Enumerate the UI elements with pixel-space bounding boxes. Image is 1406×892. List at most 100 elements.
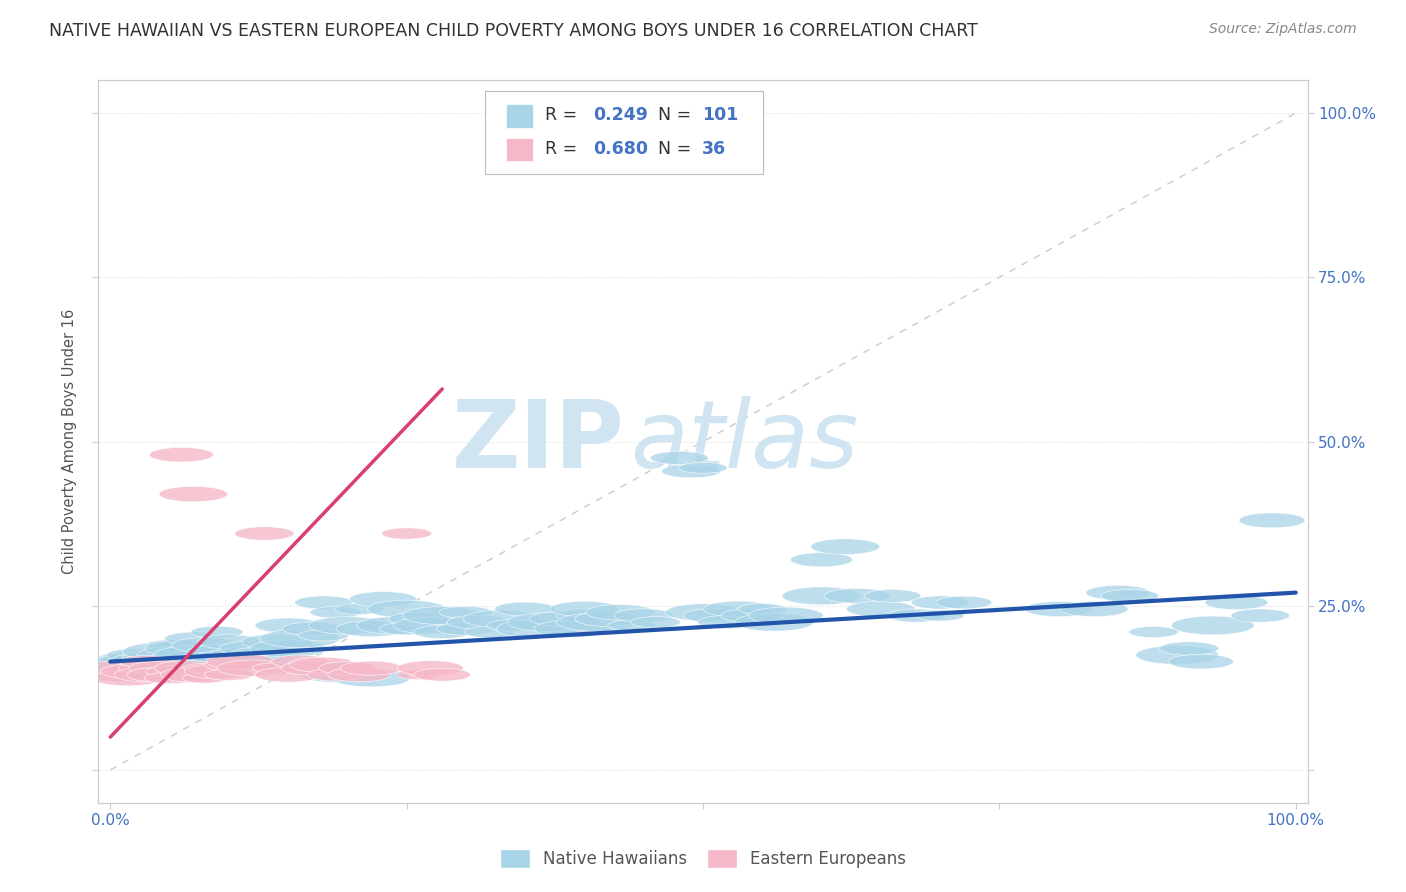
Ellipse shape: [738, 604, 786, 615]
Ellipse shape: [440, 607, 492, 618]
Ellipse shape: [575, 611, 641, 626]
Ellipse shape: [118, 662, 173, 674]
Ellipse shape: [254, 667, 321, 682]
Ellipse shape: [136, 651, 202, 665]
Ellipse shape: [824, 589, 890, 603]
Ellipse shape: [1136, 646, 1219, 665]
Ellipse shape: [114, 667, 177, 681]
Ellipse shape: [87, 660, 157, 676]
Ellipse shape: [145, 673, 194, 683]
Ellipse shape: [496, 620, 578, 638]
Ellipse shape: [159, 486, 228, 502]
Ellipse shape: [254, 618, 321, 633]
Ellipse shape: [917, 610, 965, 621]
Ellipse shape: [367, 600, 446, 618]
Ellipse shape: [146, 640, 193, 650]
Ellipse shape: [250, 640, 326, 657]
Ellipse shape: [1160, 641, 1219, 655]
Ellipse shape: [100, 664, 167, 679]
Ellipse shape: [132, 659, 183, 671]
Ellipse shape: [336, 621, 406, 637]
Ellipse shape: [534, 620, 612, 638]
Text: 101: 101: [702, 106, 738, 124]
Ellipse shape: [153, 646, 233, 665]
Ellipse shape: [107, 657, 173, 673]
Ellipse shape: [298, 630, 349, 641]
Ellipse shape: [486, 620, 540, 632]
Text: R =: R =: [544, 139, 582, 158]
Ellipse shape: [204, 659, 253, 671]
Ellipse shape: [122, 642, 204, 661]
Ellipse shape: [1129, 626, 1178, 638]
Ellipse shape: [160, 667, 226, 682]
Ellipse shape: [335, 604, 384, 615]
Ellipse shape: [911, 596, 969, 609]
Ellipse shape: [529, 612, 592, 626]
Ellipse shape: [356, 616, 433, 634]
Ellipse shape: [204, 669, 253, 681]
Y-axis label: Child Poverty Among Boys Under 16: Child Poverty Among Boys Under 16: [62, 309, 77, 574]
Ellipse shape: [697, 615, 756, 629]
Ellipse shape: [865, 590, 921, 602]
Ellipse shape: [846, 601, 915, 617]
Ellipse shape: [394, 617, 468, 634]
Ellipse shape: [662, 465, 721, 478]
Ellipse shape: [1025, 601, 1092, 616]
Ellipse shape: [495, 602, 555, 616]
Ellipse shape: [129, 662, 187, 674]
Ellipse shape: [146, 657, 217, 673]
Ellipse shape: [309, 607, 361, 618]
Legend: Native Hawaiians, Eastern Europeans: Native Hawaiians, Eastern Europeans: [494, 842, 912, 875]
Ellipse shape: [169, 653, 242, 670]
Ellipse shape: [1239, 513, 1305, 528]
Ellipse shape: [381, 528, 432, 539]
Ellipse shape: [138, 647, 214, 664]
Ellipse shape: [1168, 654, 1233, 669]
Ellipse shape: [235, 527, 294, 541]
Bar: [506, 104, 533, 128]
Ellipse shape: [586, 605, 654, 620]
Ellipse shape: [155, 661, 221, 675]
Ellipse shape: [748, 607, 824, 624]
Ellipse shape: [1060, 601, 1128, 616]
Ellipse shape: [380, 623, 433, 635]
Ellipse shape: [93, 670, 163, 686]
Ellipse shape: [122, 650, 194, 666]
Bar: [506, 137, 533, 161]
Ellipse shape: [295, 596, 353, 609]
Ellipse shape: [209, 648, 273, 662]
Ellipse shape: [86, 668, 146, 681]
Ellipse shape: [301, 667, 370, 682]
Ellipse shape: [98, 653, 146, 664]
Ellipse shape: [350, 591, 416, 607]
Ellipse shape: [887, 609, 945, 622]
Ellipse shape: [734, 613, 814, 632]
Ellipse shape: [811, 539, 880, 555]
Ellipse shape: [790, 553, 852, 566]
Ellipse shape: [184, 664, 226, 673]
Ellipse shape: [93, 667, 163, 682]
Ellipse shape: [183, 673, 228, 683]
Ellipse shape: [332, 669, 411, 687]
Ellipse shape: [396, 670, 440, 680]
Ellipse shape: [398, 661, 464, 675]
Ellipse shape: [127, 667, 188, 681]
Ellipse shape: [328, 667, 391, 681]
Ellipse shape: [218, 654, 287, 670]
Ellipse shape: [229, 647, 299, 663]
Ellipse shape: [782, 587, 860, 605]
Ellipse shape: [96, 651, 160, 681]
Ellipse shape: [402, 607, 482, 624]
Text: 0.680: 0.680: [593, 139, 648, 158]
Ellipse shape: [253, 663, 299, 673]
Ellipse shape: [271, 655, 329, 668]
Ellipse shape: [125, 665, 179, 677]
Ellipse shape: [107, 648, 162, 661]
Ellipse shape: [207, 654, 276, 669]
Ellipse shape: [508, 613, 591, 632]
Text: ZIP: ZIP: [451, 395, 624, 488]
Ellipse shape: [631, 616, 681, 628]
Ellipse shape: [1171, 616, 1254, 635]
Ellipse shape: [172, 638, 239, 653]
Ellipse shape: [309, 616, 387, 634]
